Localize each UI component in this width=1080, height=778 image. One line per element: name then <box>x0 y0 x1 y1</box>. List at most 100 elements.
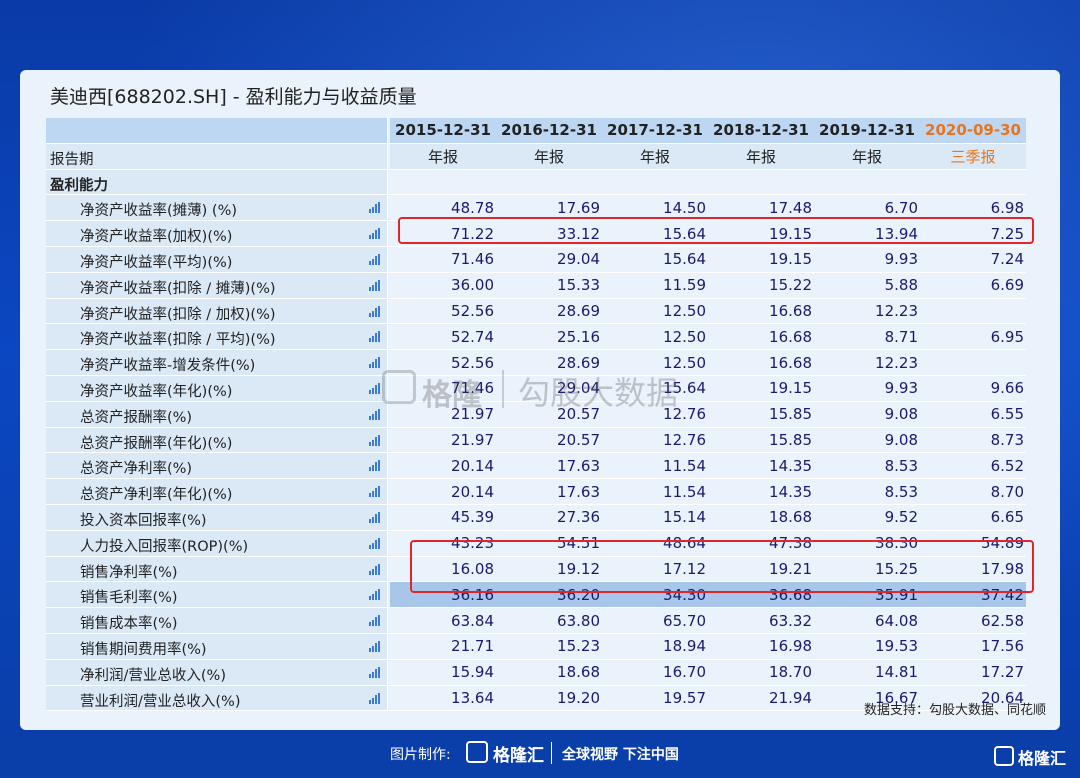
table-row[interactable]: 营业利润/营业总收入(%) 13.64 19.20 19.57 21.94 16.67 20… <box>46 685 1026 712</box>
row-label-cell: 总资产报酬率(%) <box>46 401 388 428</box>
value-cell: 6.95 <box>920 323 1026 351</box>
value-cell: 6.70 <box>814 194 920 222</box>
row-label: 净利润/营业总收入(%) <box>80 667 226 684</box>
corner-logo-icon <box>994 746 1014 766</box>
table-row[interactable]: 净利润/营业总收入(%) 15.94 18.68 16.70 18.70 14.81 17.… <box>46 659 1026 686</box>
table-row[interactable]: 总资产净利率(年化)(%) 20.14 17.63 11.54 14.35 8.53 8.7… <box>46 478 1026 505</box>
bar-chart-icon[interactable] <box>369 357 381 369</box>
date-header-cell: 2015-12-31 <box>390 118 496 144</box>
value-cell: 11.59 <box>602 272 708 299</box>
row-label-cell: 净资产收益率(扣除 / 平均)(%) <box>46 323 388 351</box>
value-cell: 9.93 <box>814 246 920 273</box>
header-corner <box>46 118 388 144</box>
table-row[interactable]: 净资产收益率(扣除 / 平均)(%) 52.74 25.16 12.50 16.68 8.… <box>46 323 1026 351</box>
spacer <box>387 633 390 660</box>
row-label-cell: 总资产报酬率(年化)(%) <box>46 427 388 454</box>
table-row[interactable]: 净资产收益率(年化)(%) 71.46 29.04 15.64 19.15 9.93 9.6… <box>46 375 1026 402</box>
row-label: 盈利能力 <box>50 177 108 194</box>
bar-chart-icon[interactable] <box>369 589 381 601</box>
row-label-cell: 净利润/营业总收入(%) <box>46 659 388 686</box>
bar-chart-icon[interactable] <box>369 331 381 343</box>
bar-chart-icon[interactable] <box>369 666 381 678</box>
table-row[interactable]: 人力投入回报率(ROP)(%) 43.23 54.51 48.64 47.38 38.30… <box>46 530 1026 557</box>
value-cell: 20.14 <box>390 478 496 505</box>
bar-chart-icon[interactable] <box>369 305 381 317</box>
bar-chart-icon[interactable] <box>369 460 381 472</box>
value-cell: 63.32 <box>708 607 814 634</box>
table-row[interactable]: 净资产收益率(摊薄) (%) 48.78 17.69 14.50 17.48 6.70 6.… <box>46 194 1026 222</box>
bar-chart-icon[interactable] <box>369 382 381 394</box>
value-cell: 20.14 <box>390 452 496 480</box>
value-cell: 29.04 <box>496 375 602 402</box>
table-row[interactable]: 总资产报酬率(%) 21.97 20.57 12.76 15.85 9.08 6.55 <box>46 401 1026 428</box>
period-cell: 年报 <box>814 143 920 170</box>
value-cell: 5.88 <box>814 272 920 299</box>
table-row[interactable]: 销售成本率(%) 63.84 63.80 65.70 63.32 64.08 62.58 <box>46 607 1026 634</box>
value-cell: 52.56 <box>390 349 496 376</box>
value-cell: 16.68 <box>708 349 814 376</box>
table-row[interactable]: 销售期间费用率(%) 21.71 15.23 18.94 16.98 19.53 17.56 <box>46 633 1026 660</box>
value-cell: 36.00 <box>390 272 496 299</box>
value-cell: 11.54 <box>602 452 708 480</box>
spacer <box>387 375 390 402</box>
table-row[interactable]: 净资产收益率-增发条件(%) 52.56 28.69 12.50 16.68 12.23 <box>46 349 1026 376</box>
value-cell: 9.08 <box>814 401 920 428</box>
value-cell: 12.23 <box>814 298 920 325</box>
value-cell: 12.50 <box>602 349 708 376</box>
value-cell: 71.46 <box>390 246 496 273</box>
page-title: 美迪西[688202.SH] - 盈利能力与收益质量 <box>50 86 417 108</box>
bar-chart-icon[interactable] <box>369 434 381 446</box>
value-cell: 47.38 <box>708 530 814 557</box>
table-row[interactable]: 净资产收益率(扣除 / 加权)(%) 52.56 28.69 12.50 16.68 12… <box>46 298 1026 325</box>
value-cell: 19.57 <box>602 685 708 712</box>
date-header-cell: 2017-12-31 <box>602 118 708 144</box>
row-label: 销售毛利率(%) <box>80 590 178 607</box>
date-header-row: 2015-12-31 2016-12-31 2017-12-31 2018-12-31… <box>46 118 1026 144</box>
bar-chart-icon[interactable] <box>369 615 381 627</box>
value-cell: 25.16 <box>496 323 602 351</box>
value-cell: 63.80 <box>496 607 602 634</box>
value-cell: 15.64 <box>602 375 708 402</box>
spacer <box>387 607 390 634</box>
row-label-cell: 人力投入回报率(ROP)(%) <box>46 530 388 557</box>
table-row[interactable]: 总资产净利率(%) 20.14 17.63 11.54 14.35 8.53 6.52 <box>46 452 1026 480</box>
value-cell: 8.71 <box>814 323 920 351</box>
value-cell: 27.36 <box>496 504 602 531</box>
table-row[interactable]: 销售毛利率(%) 36.16 36.20 34.30 36.68 35.91 37.42 <box>46 581 1026 609</box>
bar-chart-icon[interactable] <box>369 640 381 652</box>
table-row[interactable]: 净资产收益率(扣除 / 摊薄)(%) 36.00 15.33 11.59 15.22 5.… <box>46 272 1026 299</box>
value-cell: 35.91 <box>814 581 920 609</box>
corner-brand: 格隆汇 <box>1018 749 1067 768</box>
value-cell: 8.53 <box>814 478 920 505</box>
bar-chart-icon[interactable] <box>369 511 381 523</box>
bar-chart-icon[interactable] <box>369 279 381 291</box>
bar-chart-icon[interactable] <box>369 692 381 704</box>
bar-chart-icon[interactable] <box>369 537 381 549</box>
footer-divider <box>551 742 552 764</box>
spacer <box>387 118 390 144</box>
bar-chart-icon[interactable] <box>369 228 381 240</box>
bar-chart-icon[interactable] <box>369 408 381 420</box>
bar-chart-icon[interactable] <box>369 202 381 214</box>
table-row[interactable]: 净资产收益率(平均)(%) 71.46 29.04 15.64 19.15 9.93 7.2… <box>46 246 1026 273</box>
data-source: 数据支持：勾股大数据、同花顺 <box>863 703 1046 718</box>
value-cell: 14.35 <box>708 452 814 480</box>
value-cell: 12.50 <box>602 298 708 325</box>
table-row[interactable]: 投入资本回报率(%) 45.39 27.36 15.14 18.68 9.52 6.65 <box>46 504 1026 531</box>
table-row[interactable]: 销售净利率(%) 16.08 19.12 17.12 19.21 15.25 17.98 <box>46 556 1026 583</box>
value-cell: 36.16 <box>390 581 496 609</box>
period-cell: 年报 <box>390 143 496 170</box>
value-cell: 16.67 <box>814 685 920 712</box>
bar-chart-icon[interactable] <box>369 563 381 575</box>
value-cell: 15.33 <box>496 272 602 299</box>
bar-chart-icon[interactable] <box>369 486 381 498</box>
period-cell: 三季报 <box>920 143 1026 170</box>
bar-chart-icon[interactable] <box>369 253 381 265</box>
value-cell: 36.68 <box>708 581 814 609</box>
date-header-cell: 2016-12-31 <box>496 118 602 144</box>
row-label-cell: 投入资本回报率(%) <box>46 504 388 531</box>
footer: 图片制作: 格隆汇 全球视野 下注中国 <box>0 730 1080 778</box>
date-header-cell: 2019-12-31 <box>814 118 920 144</box>
table-row[interactable]: 总资产报酬率(年化)(%) 21.97 20.57 12.76 15.85 9.08 8.7… <box>46 427 1026 454</box>
value-cell: 18.94 <box>602 633 708 660</box>
